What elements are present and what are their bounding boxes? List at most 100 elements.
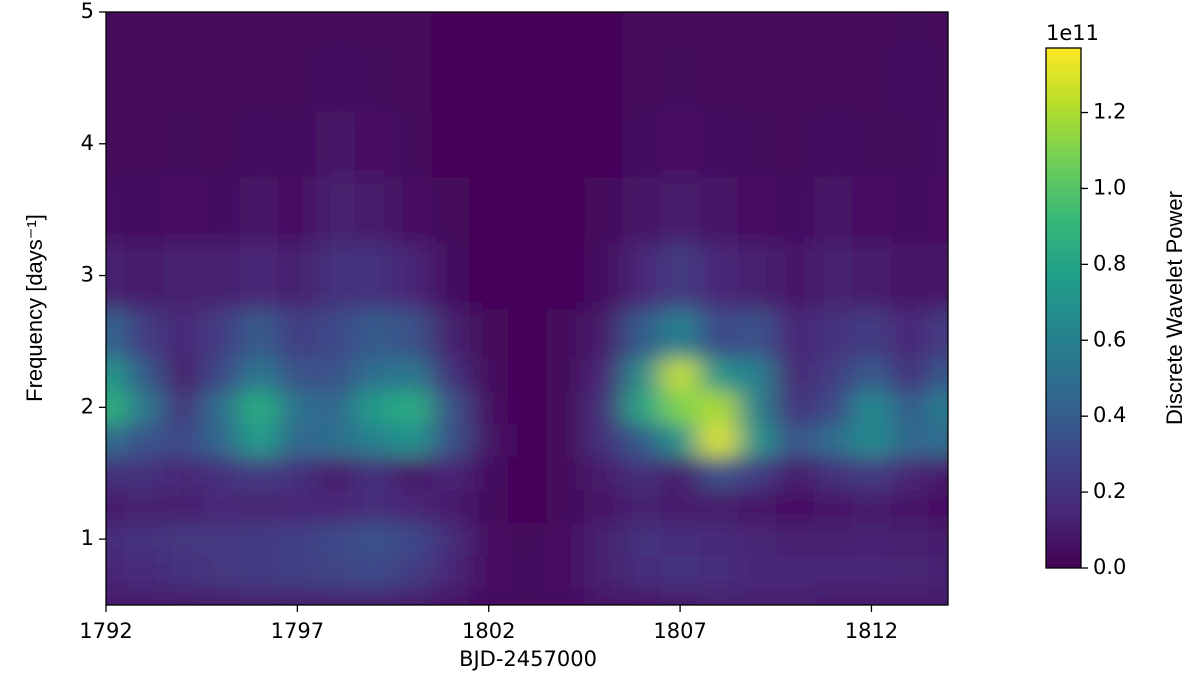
heat-cell [469,110,509,178]
heat-cell [354,456,394,491]
heat-cell [163,12,203,46]
heat-cell [584,522,624,557]
heat-cell [278,44,317,112]
heat-cell [622,456,662,491]
heat-cell [737,390,777,425]
heat-cell [660,44,700,112]
heat-cell [737,176,777,244]
heat-cell [622,588,662,605]
heat-cell [890,522,930,557]
heat-cell [201,456,241,491]
heat-cell [163,588,203,605]
colorbar-label: Discrete Wavelet Power [1162,191,1187,425]
heat-cell [431,308,471,359]
heat-cell [507,44,547,112]
heat-cell [546,12,585,46]
heat-cell [890,176,930,244]
heat-cell [239,555,279,590]
heat-cell [584,176,624,244]
heat-cell [699,110,738,178]
heat-cell [814,110,853,178]
heat-cell [622,12,662,46]
heat-cell [699,242,738,309]
heat-cell [814,456,853,491]
heat-cell [660,110,700,178]
heat-cell [890,44,930,112]
heat-cell [106,390,126,425]
heat-cell [431,456,471,491]
heat-cell [507,357,547,392]
heat-cell [546,588,585,605]
heat-cell [852,44,892,112]
heat-cell [393,456,432,491]
heat-cell [890,12,930,46]
heat-cell [699,44,738,112]
heat-cell [106,423,126,458]
heat-cell [852,423,892,458]
heat-cell [469,242,509,309]
heat-cell [125,176,164,244]
heat-cell [125,456,164,491]
y-tick-label: 4 [81,131,94,155]
colorbar [1045,47,1082,569]
heat-cell [393,242,432,309]
heat-cell [239,522,279,557]
heat-cell [622,390,662,425]
heat-cell [316,357,356,392]
heat-cell [316,110,356,178]
heat-cell [814,522,853,557]
heat-cell [278,110,317,178]
heat-cell [699,588,738,605]
heat-cell [201,555,241,590]
colorbar-tick-label: 1.2 [1093,100,1126,124]
heat-cell [775,522,815,557]
heat-cell [775,357,815,392]
heat-cell [928,423,948,458]
heat-cell [775,44,815,112]
heat-cell [890,555,930,590]
heat-cell [125,308,164,359]
heat-cell [737,242,777,309]
heat-cell [546,423,585,458]
heat-cell [852,242,892,309]
heat-cell [814,44,853,112]
heat-cell [928,588,948,605]
x-tick-label: 1797 [271,619,324,643]
y-tick-label: 3 [81,263,94,287]
x-tick-label: 1802 [462,619,515,643]
heat-cell [469,423,509,458]
heat-cell [393,423,432,458]
heat-cell [125,357,164,392]
heat-cell [469,522,509,557]
heat-cell [928,522,948,557]
heat-cell [278,242,317,309]
heat-cell [393,489,432,524]
heat-cell [928,12,948,46]
heat-cell [852,522,892,557]
heat-cell [278,489,317,524]
plot-frame [105,11,949,606]
heat-cell [393,44,432,112]
heat-cell [507,308,547,359]
heat-cell [469,456,509,491]
heat-cell [852,588,892,605]
heat-cell [890,588,930,605]
heat-cell [431,390,471,425]
heat-cell [163,110,203,178]
heat-cell [775,176,815,244]
heat-cell [699,423,738,458]
heat-cell [928,489,948,524]
heat-cell [507,390,547,425]
heat-cell [125,588,164,605]
heat-cell [622,555,662,590]
heat-cell [125,489,164,524]
heat-cell [546,44,585,112]
heat-cell [928,176,948,244]
heat-cell [431,242,471,309]
heat-cell [584,456,624,491]
heat-cell [201,110,241,178]
heat-cell [106,357,126,392]
heat-cell [125,423,164,458]
heat-cell [928,456,948,491]
